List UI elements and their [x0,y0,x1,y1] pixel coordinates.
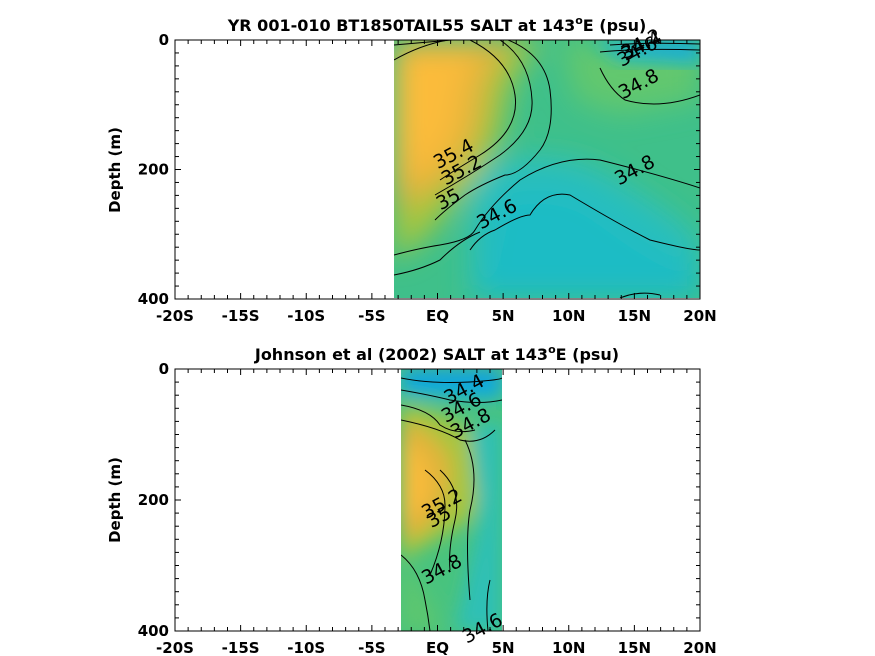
bottom-x-tick-label: 15N [618,639,651,656]
top-panel: YR 001-010 BT1850TAIL55 SALT at 143oE (p… [106,14,717,325]
top-x-tick-label: 5N [492,307,515,325]
top-y-tick-label: 200 [138,161,169,179]
bottom-x-tick-label: 20N [683,639,716,656]
top-y-tick-label: 400 [138,290,169,308]
bottom-x-tick-label: EQ [426,639,449,656]
bottom-x-tick-label: -15S [222,639,260,656]
bottom-x-tick-label: -5S [358,639,385,656]
bottom-x-tick-label: 5N [492,639,515,656]
bottom-x-tick-label: -20S [156,639,194,656]
top-x-tick-label: 10N [552,307,585,325]
top-x-ticks: -20S -15S -10S -5S EQ 5N 10N 15N 20N [156,40,717,325]
top-x-tick-label: -5S [358,307,385,325]
bottom-y-axis-label: Depth (m) [106,457,124,543]
top-chart-title: YR 001-010 BT1850TAIL55 SALT at 143oE (p… [227,14,647,35]
bottom-panel: Johnson et al (2002) SALT at 143oE (psu) [106,343,717,656]
top-x-tick-label: 15N [618,307,651,325]
bottom-chart-title: Johnson et al (2002) SALT at 143oE (psu) [254,343,619,364]
bottom-y-tick-label: 400 [138,622,169,640]
top-x-tick-label: 20N [683,307,716,325]
top-salinity-field [394,40,700,298]
top-y-tick-label: 0 [159,31,169,49]
bottom-y-tick-label: 200 [138,491,169,509]
top-x-tick-label: EQ [426,307,449,325]
bottom-x-ticks: -20S -15S -10S -5S EQ 5N 10N 15N 20N [156,369,717,656]
bottom-y-ticks: 0 200 400 [138,360,700,640]
top-y-axis-label: Depth (m) [106,127,124,213]
bottom-x-tick-label: 10N [552,639,585,656]
bottom-x-tick-label: -10S [287,639,325,656]
top-x-tick-label: -20S [156,307,194,325]
top-x-tick-label: -15S [222,307,260,325]
bottom-salinity-field [401,369,502,631]
top-y-ticks: 0 200 400 [138,31,700,308]
top-x-tick-label: -10S [287,307,325,325]
bottom-y-tick-label: 0 [159,360,169,378]
